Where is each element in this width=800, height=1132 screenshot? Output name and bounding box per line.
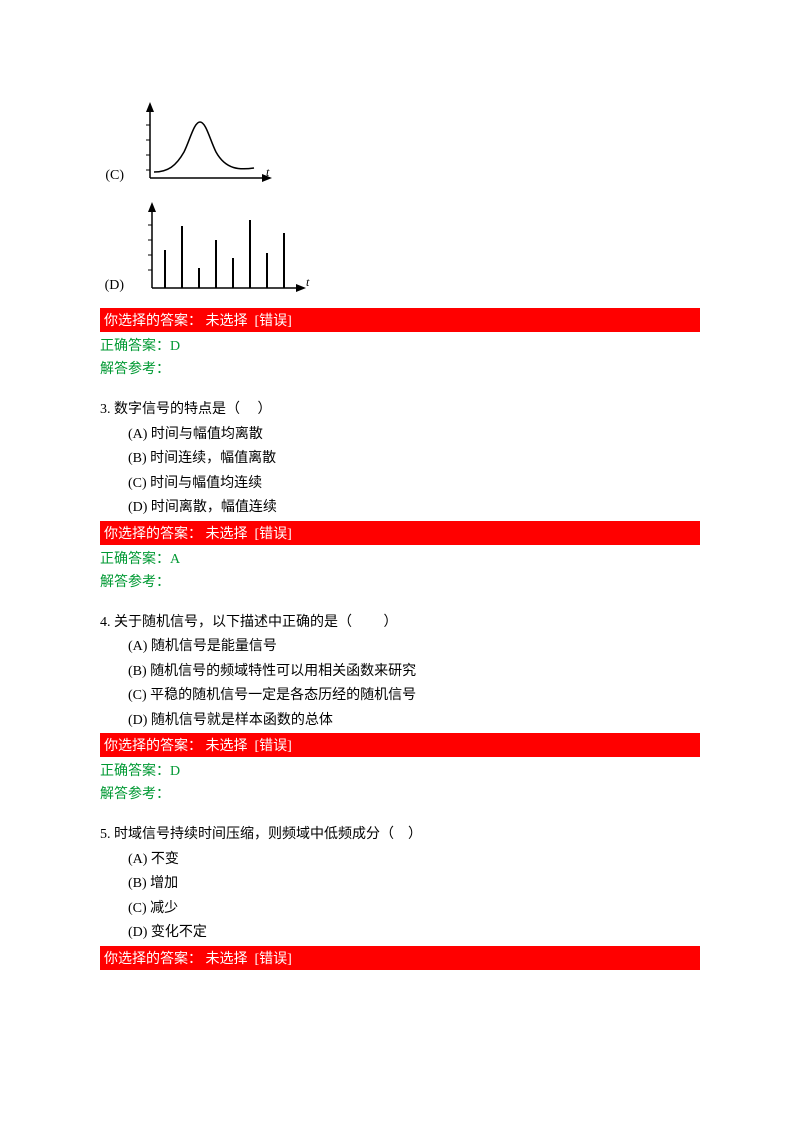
q5-stem: 5. 时域信号持续时间压缩，则频域中低频成分（ ） [100,823,700,848]
wrong-text: [错误] [255,314,292,329]
q3-option-a: (A) 时间与幅值均离散 [100,423,700,448]
your-answer-label-q3: 你选择的答案： [104,527,202,542]
feedback-bar-q3: 你选择的答案： 未选择 [错误] [100,521,700,545]
correct-letter-q4: D [170,764,180,779]
graph-c-svg: t [130,100,280,190]
not-selected-q4: 未选择 [202,739,255,754]
q5-option-a: (A) 不变 [100,848,700,873]
wrong-q3: [错误] [255,527,292,542]
feedback-bar-top: 你选择的答案： 未选择 [错误] [100,308,700,332]
not-selected-q5: 未选择 [202,952,255,967]
graph-d-axis-label: t [306,275,310,289]
q5-option-d: (D) 变化不定 [100,921,700,946]
your-answer-label: 你选择的答案： [104,314,202,329]
q4-option-c: (C) 平稳的随机信号一定是各态历经的随机信号 [100,684,700,709]
feedback-bar-q4: 你选择的答案： 未选择 [错误] [100,733,700,757]
your-answer-label-q4: 你选择的答案： [104,739,202,754]
not-selected-text: 未选择 [202,314,255,329]
graph-c-label: (C) [100,168,124,184]
correct-label-q4: 正确答案： [100,764,170,779]
q3-stem: 3. 数字信号的特点是（ ） [100,398,700,423]
feedback-bar-q5: 你选择的答案： 未选择 [错误] [100,946,700,970]
q4-option-d: (D) 随机信号就是样本函数的总体 [100,709,700,734]
correct-letter-q3: A [170,552,180,567]
graph-c-axis-label: t [266,165,270,179]
correct-letter-top: D [170,339,180,354]
graph-d-svg: t [130,200,320,300]
wrong-q4: [错误] [255,739,292,754]
q5-option-c: (C) 减少 [100,897,700,922]
correct-answer-top: 正确答案：D [100,332,700,355]
q3-option-c: (C) 时间与幅值均连续 [100,472,700,497]
correct-label-q3: 正确答案： [100,552,170,567]
correct-answer-q4: 正确答案：D [100,757,700,780]
q4-stem: 4. 关于随机信号，以下描述中正确的是（ ） [100,611,700,636]
q4-option-a: (A) 随机信号是能量信号 [100,635,700,660]
graph-d-label: (D) [100,278,124,294]
your-answer-label-q5: 你选择的答案： [104,952,202,967]
not-selected-q3: 未选择 [202,527,255,542]
q3-option-b: (B) 时间连续，幅值离散 [100,447,700,472]
wrong-q5: [错误] [255,952,292,967]
ref-q3: 解答参考： [100,568,700,591]
correct-answer-q3: 正确答案：A [100,545,700,568]
q5-option-b: (B) 增加 [100,872,700,897]
question-5: 5. 时域信号持续时间压缩，则频域中低频成分（ ） (A) 不变 (B) 增加 … [100,823,700,946]
question-4: 4. 关于随机信号，以下描述中正确的是（ ） (A) 随机信号是能量信号 (B)… [100,611,700,734]
graph-c-row: (C) t [100,100,700,190]
page-content: (C) t (D) [0,100,800,970]
graph-d-row: (D) t [100,200,700,300]
question-3: 3. 数字信号的特点是（ ） (A) 时间与幅值均离散 (B) 时间连续，幅值离… [100,398,700,521]
correct-label: 正确答案： [100,339,170,354]
q3-option-d: (D) 时间离散，幅值连续 [100,496,700,521]
q4-option-b: (B) 随机信号的频域特性可以用相关函数来研究 [100,660,700,685]
ref-q4: 解答参考： [100,780,700,803]
ref-top: 解答参考： [100,355,700,378]
